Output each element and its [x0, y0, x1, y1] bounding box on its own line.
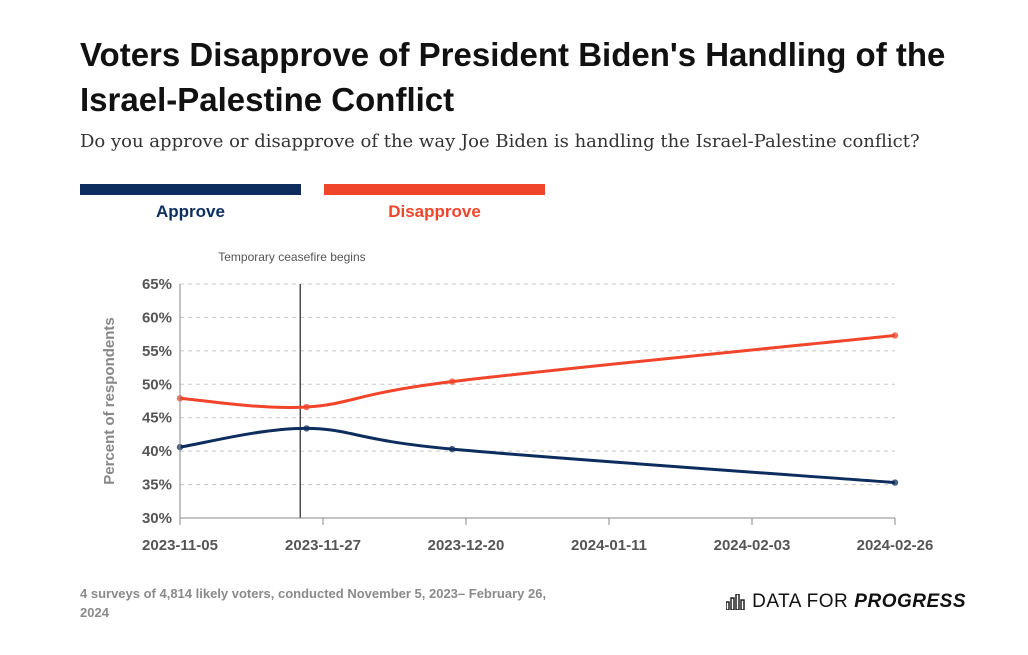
y-tick-label: 50%	[142, 376, 172, 393]
x-tick-label: 2023-12-20	[428, 537, 505, 554]
grid-layer	[180, 283, 895, 486]
y-tick-label: 40%	[142, 443, 172, 460]
annotation-layer: Temporary ceasefire begins	[218, 250, 366, 518]
legend-disapprove-swatch	[324, 184, 545, 195]
x-tick-label: 2024-01-11	[571, 537, 647, 554]
bar-chart-icon	[726, 594, 745, 610]
brand-bold: PROGRESS	[854, 591, 966, 612]
data-point-approve	[448, 445, 456, 453]
brand-logo: DATA FOR PROGRESS	[726, 591, 966, 613]
ceasefire-label: Temporary ceasefire begins	[218, 250, 365, 264]
x-tick-label: 2024-02-26	[857, 537, 934, 554]
y-axis-title: Percent of respondents	[101, 317, 118, 485]
y-tick-label: 60%	[142, 309, 172, 326]
series-layer	[176, 332, 899, 486]
footnote: 4 surveys of 4,814 likely voters, conduc…	[80, 586, 547, 620]
legend-approve: Approve	[80, 184, 301, 222]
chart-title: Voters Disapprove of President Biden's H…	[80, 36, 946, 118]
data-point-approve	[303, 425, 310, 432]
data-point-disapprove	[891, 332, 899, 339]
series-line-disapprove	[179, 333, 896, 409]
data-point-disapprove	[448, 378, 456, 385]
chart-subtitle: Do you approve or disapprove of the way …	[80, 131, 920, 152]
x-tick-label: 2023-11-27	[285, 537, 361, 554]
y-tick-label: 35%	[142, 477, 172, 494]
y-tick-label: 65%	[142, 276, 172, 293]
legend-approve-label: Approve	[156, 202, 225, 221]
brand-light: DATA FOR	[752, 591, 849, 612]
legend-approve-swatch	[80, 184, 301, 195]
data-point-approve	[891, 479, 899, 486]
series-line-approve	[179, 426, 896, 485]
x-tick-label: 2024-02-03	[714, 537, 791, 554]
axis-layer: 30% 35% 40% 45% 50% 55% 60% 65% 2023-11-05 2023-1…	[101, 276, 933, 554]
legend-disapprove: Disapprove	[324, 184, 545, 222]
data-point-disapprove	[303, 403, 310, 411]
x-tick-label: 2023-11-05	[142, 537, 218, 554]
y-tick-label: 55%	[142, 343, 172, 360]
line-chart: Temporary ceasefire begins 30% 35% 40% 45% 5…	[101, 250, 933, 554]
legend-disapprove-label: Disapprove	[388, 202, 481, 221]
y-tick-label: 30%	[142, 510, 172, 527]
y-tick-label: 45%	[142, 410, 172, 427]
